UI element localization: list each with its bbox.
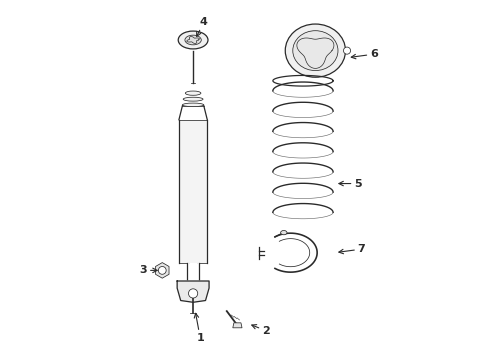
Ellipse shape bbox=[185, 91, 201, 95]
Text: 4: 4 bbox=[196, 17, 207, 36]
Ellipse shape bbox=[292, 31, 337, 71]
Ellipse shape bbox=[178, 31, 207, 49]
Circle shape bbox=[188, 289, 197, 298]
Polygon shape bbox=[232, 323, 242, 328]
Text: 5: 5 bbox=[338, 179, 361, 189]
Text: 7: 7 bbox=[338, 244, 365, 254]
Circle shape bbox=[343, 47, 350, 54]
Circle shape bbox=[158, 266, 166, 274]
Polygon shape bbox=[155, 262, 169, 278]
Ellipse shape bbox=[285, 24, 345, 77]
Ellipse shape bbox=[182, 103, 203, 107]
Ellipse shape bbox=[183, 97, 203, 101]
Text: 1: 1 bbox=[194, 313, 203, 343]
Ellipse shape bbox=[280, 230, 286, 235]
Bar bbox=[179, 120, 207, 263]
Text: 6: 6 bbox=[350, 49, 377, 59]
Text: 2: 2 bbox=[251, 325, 269, 336]
Polygon shape bbox=[177, 281, 209, 302]
Text: 3: 3 bbox=[140, 265, 157, 275]
Ellipse shape bbox=[184, 35, 201, 45]
